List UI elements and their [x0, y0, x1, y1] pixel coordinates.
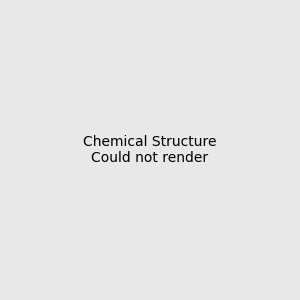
Text: Chemical Structure
Could not render: Chemical Structure Could not render: [83, 135, 217, 165]
